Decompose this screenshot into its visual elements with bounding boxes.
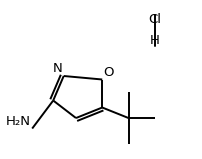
Text: H: H: [150, 35, 160, 48]
Text: H₂N: H₂N: [5, 115, 31, 128]
Text: O: O: [103, 66, 114, 79]
Text: Cl: Cl: [148, 14, 161, 26]
Text: N: N: [53, 62, 63, 75]
